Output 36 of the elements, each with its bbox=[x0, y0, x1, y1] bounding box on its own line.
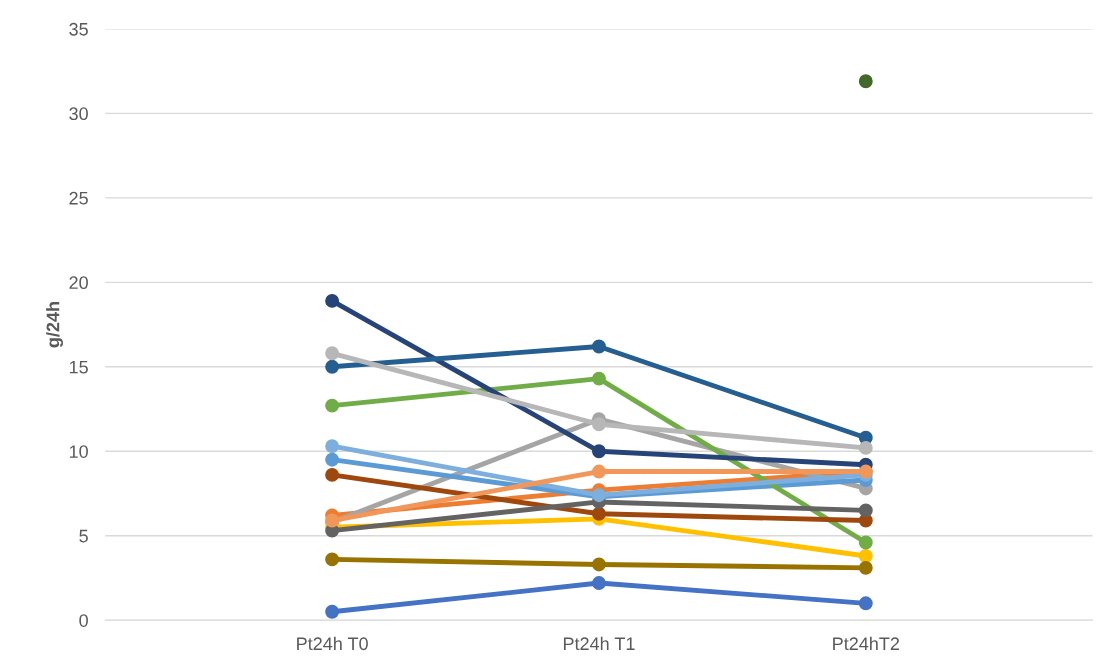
y-tick-label: 15 bbox=[69, 360, 88, 374]
point bbox=[325, 604, 340, 619]
point bbox=[858, 549, 873, 563]
x-tick-label: Pt24h T1 bbox=[563, 636, 635, 651]
point bbox=[592, 371, 606, 386]
point bbox=[325, 359, 340, 374]
point bbox=[325, 467, 340, 482]
point bbox=[858, 560, 873, 575]
point bbox=[858, 596, 873, 611]
point bbox=[325, 439, 340, 454]
point bbox=[592, 506, 606, 521]
y-tick-label: 20 bbox=[69, 276, 88, 290]
y-tick-label: 30 bbox=[69, 107, 88, 121]
point bbox=[325, 452, 340, 467]
point bbox=[325, 293, 340, 308]
point bbox=[592, 444, 606, 459]
x-tick-label: Pt24h T0 bbox=[297, 636, 368, 651]
point bbox=[325, 552, 340, 567]
point bbox=[592, 576, 606, 590]
y-tick-label: 0 bbox=[79, 614, 88, 627]
point bbox=[858, 74, 873, 89]
point bbox=[325, 398, 340, 413]
point bbox=[858, 503, 873, 518]
y-tick-label: 25 bbox=[69, 191, 88, 205]
point bbox=[858, 440, 873, 455]
point bbox=[592, 339, 606, 354]
point bbox=[592, 557, 606, 572]
y-tick-label: 35 bbox=[69, 22, 88, 36]
y-axis-title: g/24h bbox=[46, 302, 64, 348]
point bbox=[325, 346, 340, 361]
y-tick-label: 10 bbox=[69, 445, 88, 458]
x-tick-label: Pt24hT2 bbox=[833, 636, 900, 651]
point bbox=[592, 464, 606, 479]
y-tick-label: 5 bbox=[79, 529, 88, 543]
point bbox=[858, 535, 873, 550]
point bbox=[592, 417, 606, 432]
